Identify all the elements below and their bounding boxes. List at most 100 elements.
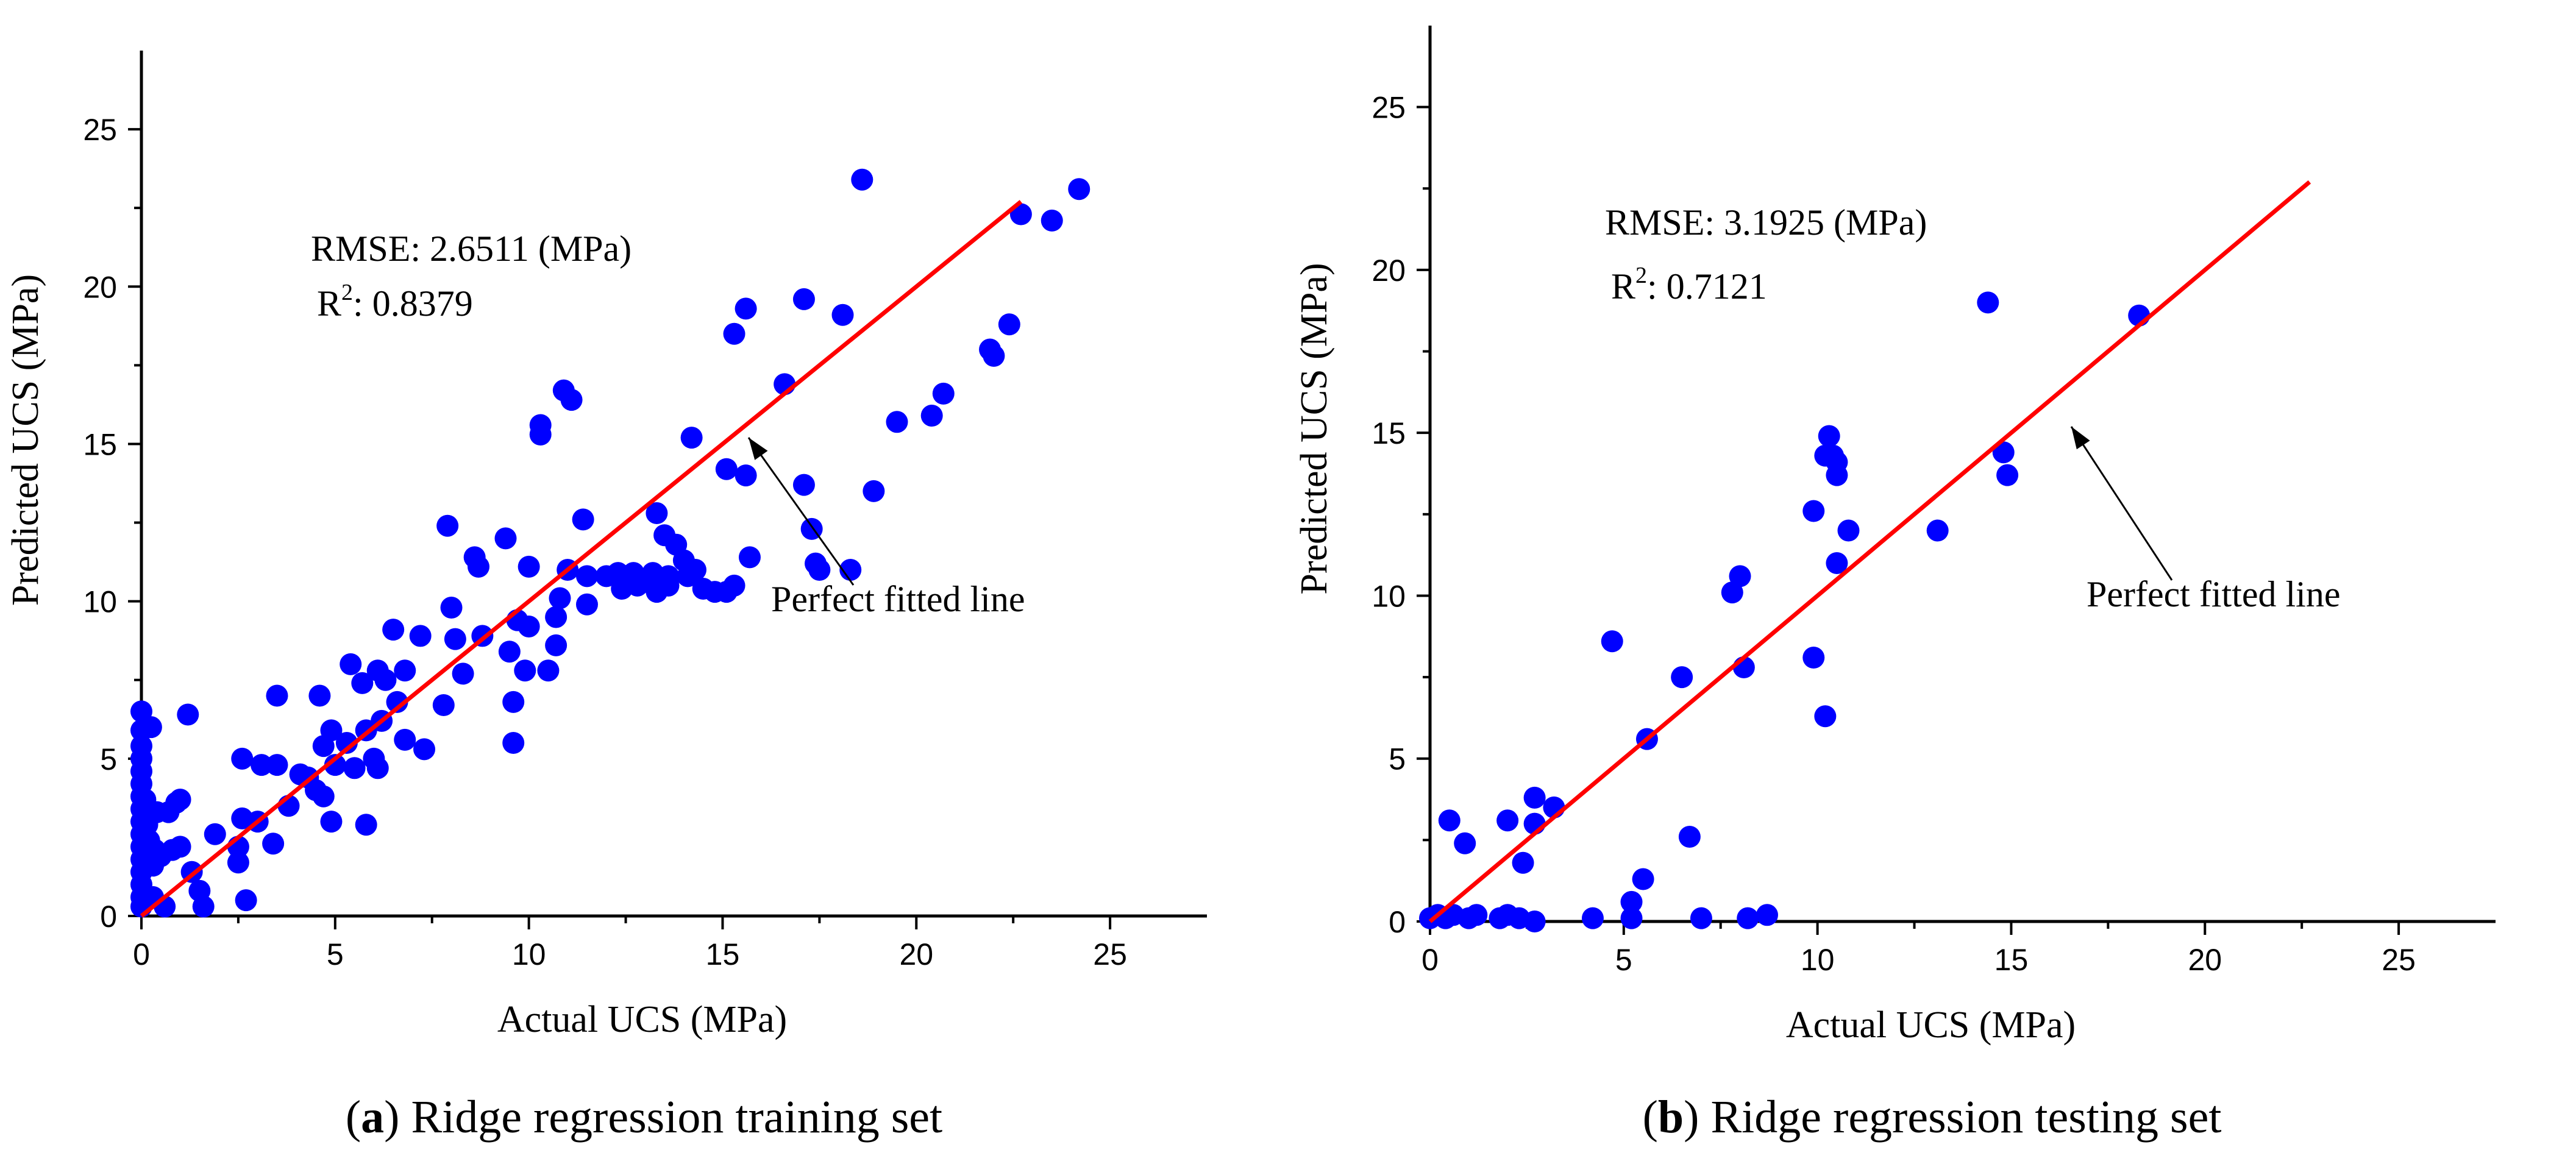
y-tick-label-b: 10: [1372, 579, 1406, 613]
data-point-a: [518, 615, 540, 637]
data-point-a: [355, 814, 377, 836]
data-point-a: [998, 313, 1020, 336]
data-point-a: [432, 694, 455, 717]
r2-label-b: R2: 0.7121: [1611, 263, 1767, 307]
data-point-a: [518, 555, 540, 578]
data-point-a: [792, 288, 815, 310]
data-point-b: [1671, 666, 1693, 689]
data-point-b: [1756, 904, 1779, 926]
data-point-a: [386, 690, 408, 713]
data-point-a: [723, 574, 745, 597]
data-point-b: [1512, 851, 1534, 874]
perfect-fit-line-b: [1428, 180, 2311, 923]
y-tick-label-a: 20: [83, 270, 117, 304]
data-point-a: [394, 728, 416, 751]
data-point-a: [308, 684, 331, 707]
data-point-a: [502, 690, 525, 713]
arrow-line-a: [747, 437, 855, 586]
data-point-a: [343, 757, 366, 779]
data-point-b: [1977, 291, 1999, 314]
x-tick-label-b: 0: [1421, 943, 1439, 977]
data-point-b: [1454, 832, 1476, 854]
y-tick-label-a: 10: [83, 585, 117, 619]
caption-b: (b) Ridge regression testing set: [1642, 1092, 2222, 1143]
data-point-a: [440, 596, 463, 619]
data-point-a: [231, 747, 254, 770]
x-tick-label-a: 10: [512, 937, 546, 971]
data-point-a: [529, 423, 552, 446]
data-point-b: [1465, 904, 1488, 926]
data-point-a: [262, 832, 285, 855]
y-axis-title-b: Predicted UCS (MPa): [1293, 263, 1335, 594]
data-point-a: [863, 480, 885, 502]
data-point-a: [735, 297, 757, 320]
data-point-b: [1818, 425, 1840, 447]
data-point-a: [738, 546, 761, 569]
data-point-a: [266, 754, 288, 776]
chart-a: 0 5 10 15 20 25 0 5 10 15 20 25 Actual UCS (MPa) Pred…: [5, 51, 1207, 1040]
data-point-a: [366, 757, 389, 779]
data-point-b: [1826, 464, 1848, 486]
data-point-a: [1068, 178, 1091, 201]
data-point-a: [235, 889, 257, 912]
y-tick-label-a: 25: [83, 113, 117, 147]
data-point-a: [204, 823, 226, 845]
data-point-a: [169, 788, 191, 811]
caption-a-text: Ridge regression training set: [399, 1092, 943, 1143]
data-point-a: [468, 555, 490, 578]
data-point-a: [335, 732, 358, 754]
data-point-b: [1620, 907, 1643, 929]
data-point-b: [1632, 868, 1654, 890]
data-point-a: [502, 732, 525, 754]
data-point-b: [1996, 464, 2019, 486]
data-point-b: [1802, 500, 1825, 522]
data-point-b: [1678, 826, 1701, 848]
data-point-a: [340, 653, 362, 675]
fit-line-label-b: Perfect fitted line: [2087, 574, 2340, 614]
x-tick-label-b: 20: [2188, 943, 2222, 977]
r2-superscript-b: 2: [1635, 263, 1647, 288]
r2-superscript-a: 2: [341, 280, 353, 305]
r2-label-a: R2: 0.8379: [317, 280, 473, 324]
data-point-b: [1690, 907, 1712, 929]
data-point-a: [575, 565, 598, 588]
data-point-a: [382, 619, 405, 641]
data-point-a: [452, 662, 474, 685]
caption-b-letter: b: [1657, 1092, 1684, 1143]
data-point-a: [169, 836, 191, 858]
panel-a: 0 5 10 15 20 25 0 5 10 15 20 25 Actual UCS (MPa) Pred…: [5, 51, 1207, 1143]
data-point-b: [1523, 911, 1546, 932]
data-point-a: [920, 404, 943, 427]
data-point-a: [715, 458, 738, 480]
data-point-a: [657, 574, 680, 597]
data-point-b: [1992, 441, 2015, 464]
data-point-a: [549, 587, 571, 609]
data-point-a: [177, 703, 199, 726]
data-point-a: [735, 464, 757, 487]
data-point-a: [684, 559, 706, 581]
x-tick-label-b: 25: [2382, 943, 2416, 977]
caption-a-letter: a: [361, 1092, 385, 1143]
data-point-b: [1814, 705, 1837, 728]
arrow-head-a: [749, 438, 768, 460]
data-point-a: [831, 304, 854, 326]
x-tick-label-b: 15: [1994, 943, 2029, 977]
data-point-a: [444, 628, 466, 650]
data-point-a: [320, 719, 343, 742]
y-axis-title-a: Predicted UCS (MPa): [5, 274, 46, 606]
data-point-a: [932, 382, 955, 405]
data-point-a: [792, 474, 815, 496]
data-point-b: [1721, 581, 1743, 604]
data-point-a: [545, 606, 568, 628]
data-point-a: [409, 625, 432, 647]
data-point-b: [1729, 565, 1751, 588]
data-point-b: [1837, 519, 1860, 542]
r2-value-b: : 0.7121: [1647, 266, 1767, 307]
data-point-a: [436, 514, 459, 537]
data-point-a: [983, 344, 1005, 367]
x-tick-label-b: 5: [1615, 943, 1632, 977]
x-axis-title-a: Actual UCS (MPa): [497, 999, 787, 1040]
data-point-b: [1826, 552, 1848, 574]
data-point-a: [498, 641, 521, 663]
data-point-a: [537, 659, 560, 682]
